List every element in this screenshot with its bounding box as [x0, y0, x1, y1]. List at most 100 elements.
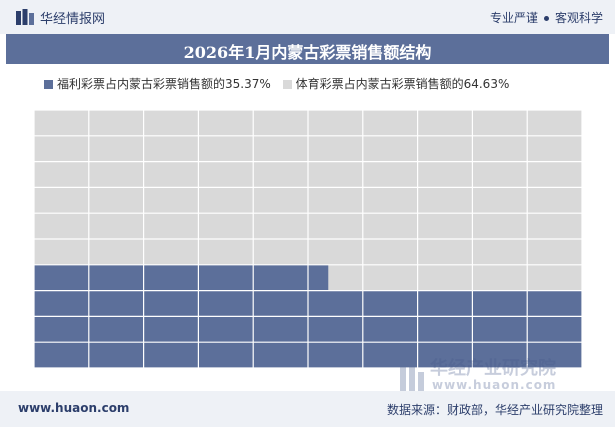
- waffle-cell-sports: [417, 239, 473, 265]
- waffle-cell-welfare: [253, 290, 308, 317]
- waffle-cell-sports: [527, 110, 582, 136]
- waffle-cell-welfare: [198, 342, 254, 368]
- waffle-cell-sports: [198, 135, 254, 162]
- waffle-cell-sports: [34, 135, 89, 162]
- legend-item-welfare: 福利彩票占内蒙古彩票销售额的35.37%: [44, 75, 271, 92]
- watermark-name: 华经产业研究院: [430, 358, 556, 379]
- waffle-cell-sports: [308, 187, 363, 214]
- tagline-left: 专业严谨: [489, 11, 538, 25]
- waffle-cell-sports: [253, 135, 308, 162]
- waffle-cell-sports: [362, 213, 418, 239]
- chart-title: 2026年1月内蒙古彩票销售额结构: [183, 43, 432, 62]
- waffle-cell-sports: [308, 135, 363, 162]
- watermark-url: www.huaon.com: [432, 378, 557, 392]
- waffle-cell-welfare: [34, 290, 89, 317]
- waffle-cell-welfare: [88, 342, 144, 368]
- waffle-cell-welfare: [143, 316, 199, 343]
- waffle-cell-sports: [143, 239, 199, 265]
- legend-swatch-welfare: [44, 80, 53, 89]
- waffle-cell-welfare: [34, 342, 89, 368]
- waffle-cell-sports: [362, 187, 418, 214]
- waffle-cell-welfare: [308, 290, 363, 317]
- waffle-cell-sports: [34, 110, 89, 136]
- waffle-cell-sports: [143, 110, 199, 136]
- waffle-cell-welfare: [143, 290, 199, 317]
- footer-bar: www.huaon.com 数据来源：财政部，华经产业研究院整理: [0, 391, 615, 427]
- waffle-cell-sports: [308, 110, 363, 136]
- waffle-cell-sports: [198, 161, 254, 188]
- waffle-cell-sports: [88, 187, 144, 214]
- waffle-cell-welfare: [362, 316, 418, 343]
- legend-label-sports: 体育彩票占内蒙古彩票销售额的64.63%: [295, 77, 510, 91]
- waffle-cell-welfare: [198, 264, 254, 291]
- waffle-cell-sports: [472, 161, 528, 188]
- waffle-cell-sports: [527, 161, 582, 188]
- waffle-cell-sports: [472, 264, 528, 291]
- waffle-cell-sports: [253, 213, 308, 239]
- waffle-cell-sports: [417, 110, 473, 136]
- waffle-cell-sports: [198, 239, 254, 265]
- waffle-cell-welfare: [362, 342, 418, 368]
- legend-label-welfare: 福利彩票占内蒙古彩票销售额的35.37%: [57, 77, 271, 91]
- waffle-cell-sports: [34, 213, 89, 239]
- waffle-cell-sports: [143, 187, 199, 214]
- waffle-cell-sports: [417, 264, 473, 291]
- separator-dot-icon: [543, 16, 549, 21]
- waffle-cell-sports: [88, 110, 144, 136]
- waffle-cell-sports: [472, 239, 528, 265]
- legend-swatch-sports: [282, 80, 292, 89]
- waffle-cell-welfare: [527, 290, 582, 317]
- waffle-cell-welfare: [417, 316, 473, 343]
- waffle-cell-welfare: [88, 290, 144, 317]
- waffle-cell-welfare: [253, 342, 308, 368]
- waffle-cell-welfare: [417, 290, 473, 317]
- waffle-cell-sports: [88, 161, 144, 188]
- top-bar: 华经情报网 专业严谨 客观科学: [0, 0, 615, 34]
- waffle-cell-sports: [362, 239, 418, 265]
- waffle-cell-sports: [362, 161, 418, 188]
- waffle-cell-sports: [417, 161, 473, 188]
- site-url: www.huaon.com: [18, 401, 130, 415]
- waffle-cell-sports: [417, 135, 473, 162]
- waffle-cell-welfare: [527, 316, 582, 343]
- waffle-cell-welfare: [472, 316, 528, 343]
- waffle-cell-sports: [253, 110, 308, 136]
- waffle-cell-welfare: [527, 342, 582, 368]
- waffle-cell-sports: [88, 239, 144, 265]
- waffle-cell-sports: [362, 264, 418, 291]
- tagline-right: 客观科学: [554, 11, 603, 25]
- waffle-cell-sports: [253, 239, 308, 265]
- title-bar: 2026年1月内蒙古彩票销售额结构: [6, 34, 609, 64]
- waffle-cell-sports: [527, 187, 582, 214]
- waffle-cell-sports: [417, 213, 473, 239]
- waffle-cell-welfare: [417, 342, 473, 368]
- watermark-logo-icon: [400, 356, 424, 392]
- waffle-cell-sports: [143, 213, 199, 239]
- logo-icon: [16, 9, 34, 25]
- waffle-cell-sports: [472, 135, 528, 162]
- waffle-cell-welfare: [198, 316, 254, 343]
- waffle-cell-sports: [472, 213, 528, 239]
- waffle-cell-sports: [308, 239, 363, 265]
- waffle-cell-sports: [417, 187, 473, 214]
- waffle-cell-welfare: [472, 290, 528, 317]
- data-source: 数据来源：财政部，华经产业研究院整理: [386, 403, 603, 417]
- waffle-cell-sports: [472, 110, 528, 136]
- waffle-cell-sports: [253, 187, 308, 214]
- waffle-cell-sports: [34, 239, 89, 265]
- waffle-cell-sports: [88, 213, 144, 239]
- waffle-cell-sports: [253, 161, 308, 188]
- waffle-cell-sports: [34, 187, 89, 214]
- waffle-cell-sports: [527, 135, 582, 162]
- legend: 福利彩票占内蒙古彩票销售额的35.37% 体育彩票占内蒙古彩票销售额的64.63…: [44, 75, 517, 92]
- tagline: 专业严谨 客观科学: [490, 9, 603, 26]
- waffle-cell-welfare: [253, 264, 308, 291]
- waffle-cell-sports: [143, 161, 199, 188]
- waffle-cell-sports: [143, 135, 199, 162]
- brand-name: 华经情报网: [40, 12, 106, 27]
- waffle-cell-sports: [308, 213, 363, 239]
- waffle-cell-welfare: [34, 264, 89, 291]
- waffle-cell-welfare: [253, 316, 308, 343]
- legend-item-sports: 体育彩票占内蒙古彩票销售额的64.63%: [282, 75, 510, 92]
